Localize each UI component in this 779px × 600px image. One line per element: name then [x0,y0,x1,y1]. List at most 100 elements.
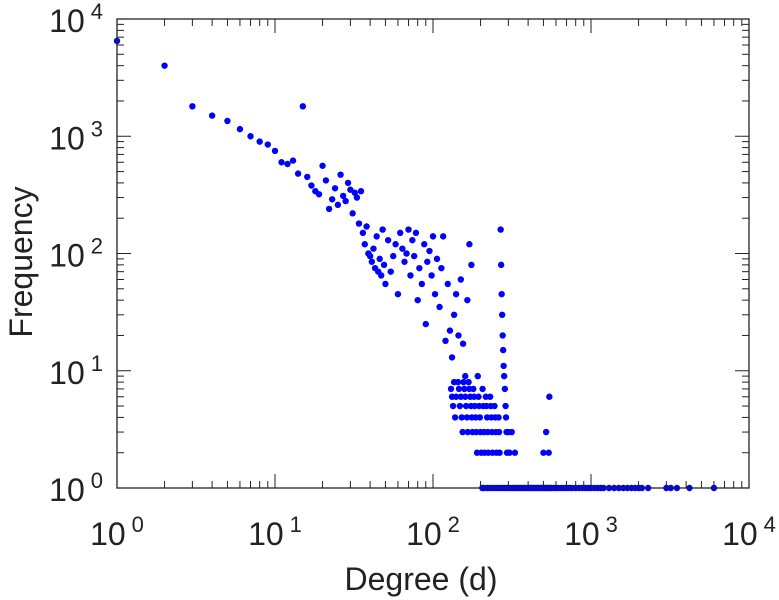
data-point [264,141,271,148]
data-point [373,233,380,240]
data-point [410,252,418,260]
data-point [189,103,196,110]
data-point [351,189,359,196]
data-point [366,252,374,260]
data-point [429,233,437,240]
data-point [344,179,352,187]
data-point [224,117,231,125]
data-point [465,378,472,386]
data-point [424,258,431,265]
data-point [499,332,506,339]
data-point [457,276,465,283]
data-point [499,346,507,354]
data-point [337,171,344,178]
data-point [475,393,482,400]
data-point [433,255,441,263]
data-point [363,223,370,230]
data-point [394,290,402,298]
data-point [500,362,507,370]
data-point [442,337,449,345]
data-point [382,280,389,288]
data-point [414,296,421,304]
data-point [540,449,547,456]
x-tick-label: 10 0 [90,512,144,552]
data-point [370,245,377,252]
x-tick-label: 10 4 [722,512,776,552]
data-point [470,393,478,400]
data-point [508,428,515,436]
y-axis-label: Frequency [3,186,39,337]
data-point [468,261,475,269]
data-point [339,192,347,200]
data-point [328,196,336,203]
data-point [470,385,477,393]
data-point [278,159,285,166]
data-point [460,378,467,386]
data-point [357,187,365,195]
data-point [208,112,216,119]
data-point [454,378,462,386]
data-point [476,414,484,421]
data-point [459,428,466,436]
data-point [502,414,510,421]
data-point [396,229,404,237]
data-point [376,255,383,263]
data-point [506,449,513,456]
data-point [459,340,467,347]
data-point [416,264,423,272]
data-point [464,296,471,304]
data-point [498,290,505,298]
data-point [315,191,323,198]
data-point [407,272,414,279]
axis-ticks [116,19,749,489]
data-point [462,372,469,380]
data-point [463,414,471,421]
data-point [466,241,473,248]
data-point [412,229,420,237]
data-point [546,393,553,400]
data-point [431,290,439,298]
data-point [294,170,302,177]
data-point [334,201,342,209]
data-point [462,402,470,410]
data-point [446,327,454,334]
data-point [384,236,392,244]
data-point [387,268,394,275]
data-point [409,236,416,244]
data-point [498,311,506,319]
data-point [495,414,502,421]
data-point [462,393,469,400]
plot-frame [116,18,750,489]
data-point [542,428,550,436]
data-point [322,177,330,184]
data-point [379,226,386,233]
y-tick-label: 10 1 [49,351,103,391]
data-point [500,372,508,380]
data-point [497,226,504,233]
y-tick-label: 10 0 [49,468,103,508]
data-point [256,138,263,145]
data-point [271,147,279,155]
data-point [319,162,326,169]
data-point [486,393,494,400]
y-tick-label: 10 4 [49,0,103,39]
data-point [353,194,361,201]
data-point [456,402,464,410]
data-point [325,205,333,213]
data-point [451,414,459,421]
data-point [247,133,254,140]
data-point [450,311,458,319]
data-point [390,252,397,260]
data-point [161,62,168,69]
data-point [464,428,471,436]
data-point [491,402,498,410]
data-point [457,393,465,400]
data-point [421,241,428,248]
data-point [422,320,429,328]
data-point [426,247,433,255]
data-point [299,103,307,110]
data-point [455,385,463,393]
x-tick-labels: 10 0 10 1 10 2 10 3 10 4 [90,512,776,552]
data-point [479,385,486,393]
